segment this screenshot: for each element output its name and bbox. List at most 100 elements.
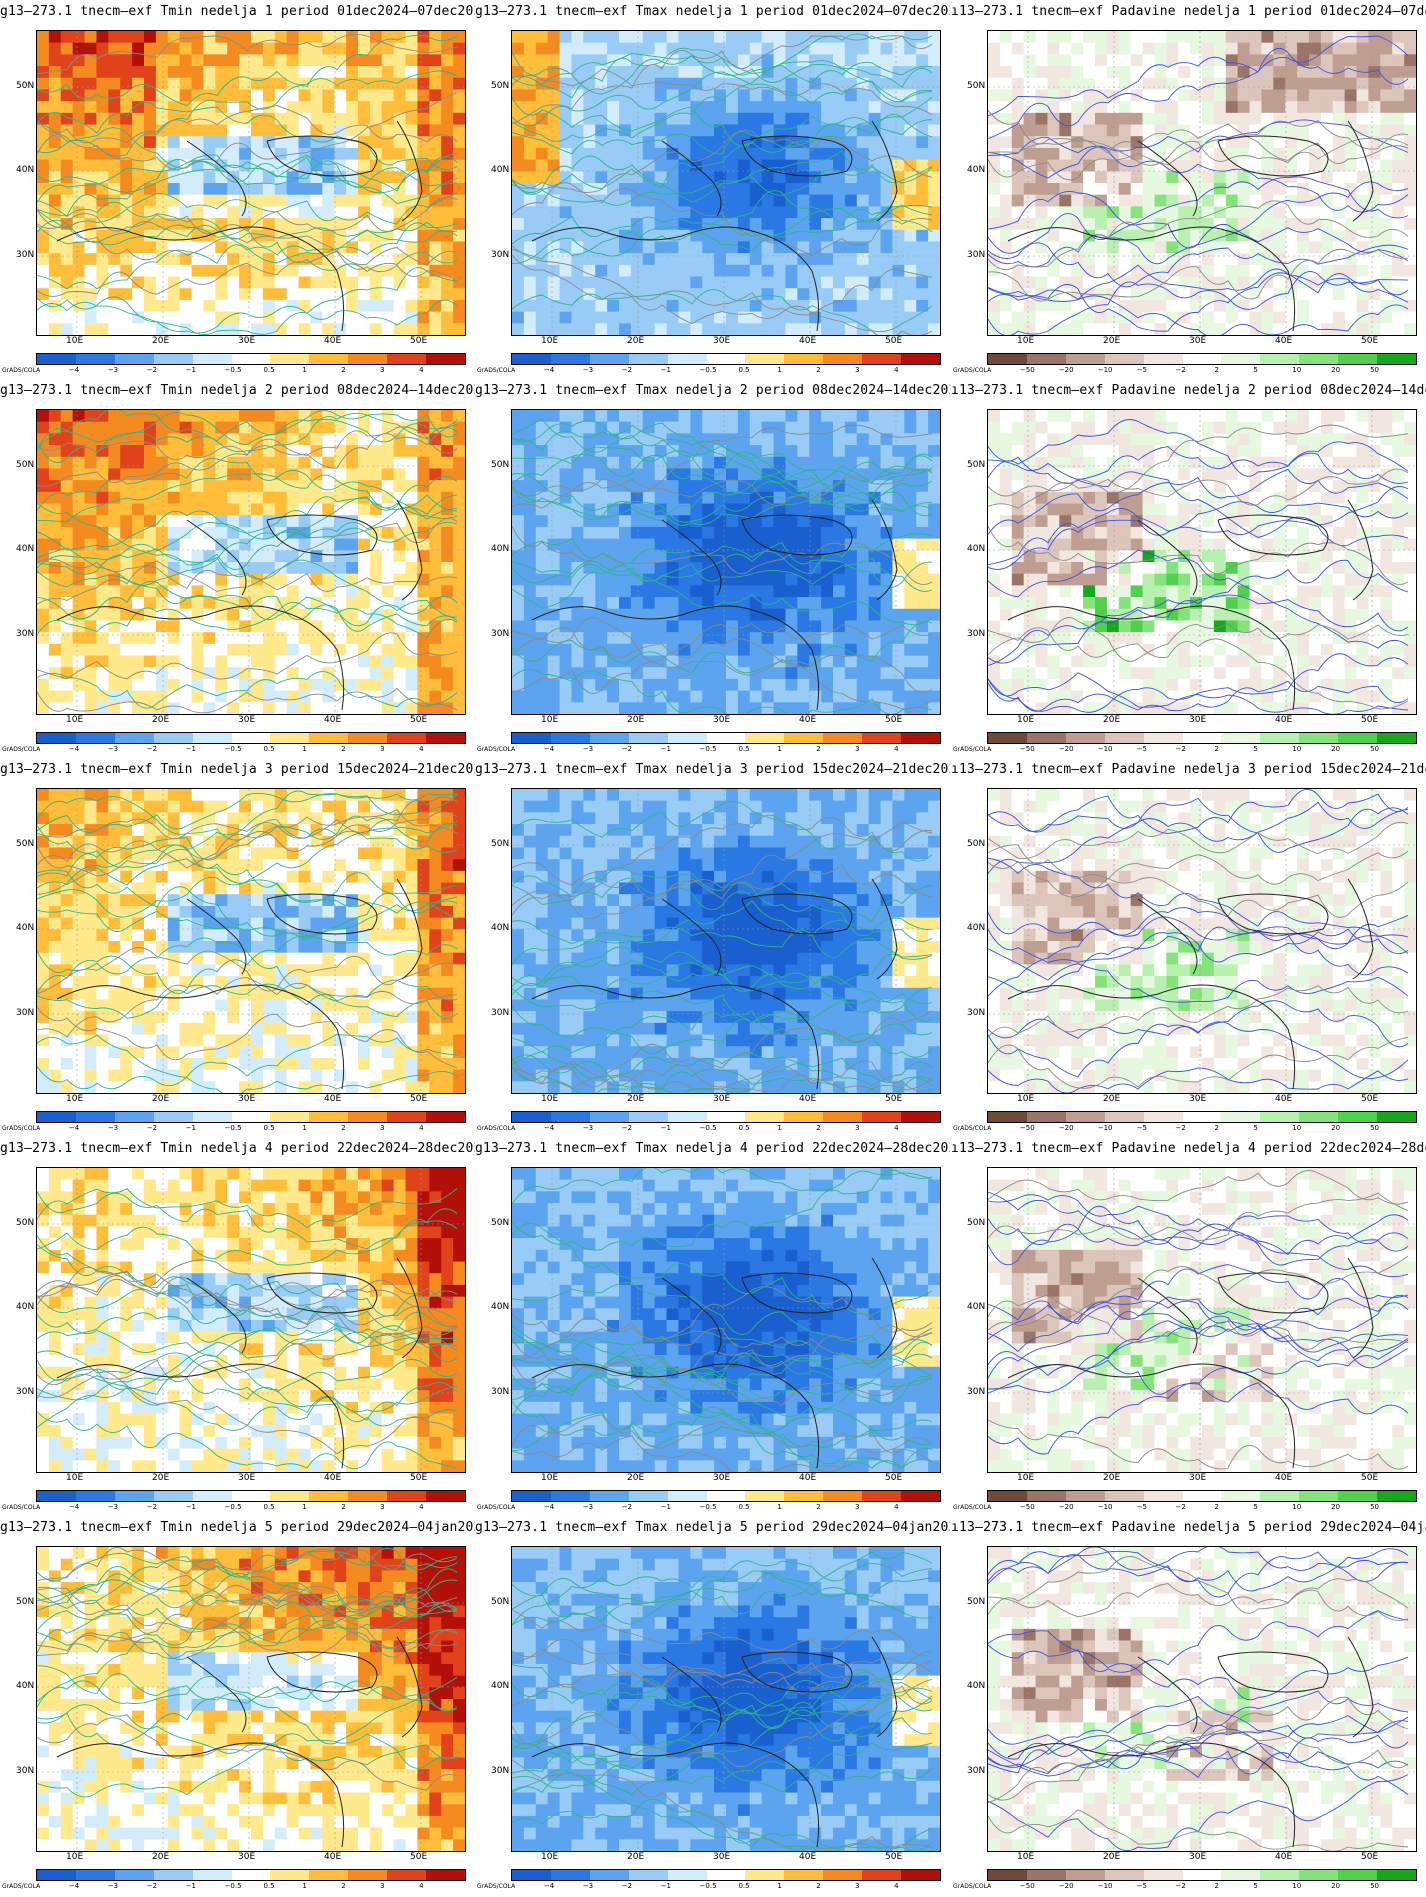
field-cell (453, 620, 465, 632)
field-cell (227, 323, 239, 335)
field-cell (774, 277, 786, 289)
field-cell (857, 433, 869, 445)
field-cell (263, 54, 275, 66)
field-cell (655, 667, 667, 679)
field-cell (1345, 265, 1357, 277)
field-cell (417, 445, 429, 457)
field-cell (322, 504, 334, 516)
field-cell (892, 691, 904, 703)
field-cell (726, 679, 738, 691)
field-cell (1238, 89, 1250, 101)
field-cell (1345, 89, 1357, 101)
field-cell (453, 89, 465, 101)
field-cell (774, 136, 786, 148)
field-cell (607, 148, 619, 160)
field-cell (1202, 218, 1214, 230)
field-cell (1238, 78, 1250, 90)
field-cell (655, 410, 667, 422)
field-cell (607, 300, 619, 312)
field-cell (809, 644, 821, 656)
field-cell (821, 43, 833, 55)
field-cell (785, 644, 797, 656)
field-cell (738, 277, 750, 289)
field-cell (1107, 171, 1119, 183)
field-cell (346, 195, 358, 207)
field-cell (73, 527, 85, 539)
field-cell (583, 433, 595, 445)
field-cell (453, 113, 465, 125)
field-cell (144, 265, 156, 277)
field-cell (785, 253, 797, 265)
field-cell (382, 148, 394, 160)
field-cell (738, 43, 750, 55)
field-cell (1357, 54, 1369, 66)
field-cell (192, 148, 204, 160)
field-cell (1250, 89, 1262, 101)
field-cell (1107, 43, 1119, 55)
field-cell (869, 101, 881, 113)
field-cell (287, 679, 299, 691)
field-cell (892, 54, 904, 66)
field-cell (453, 206, 465, 218)
field-cell (203, 66, 215, 78)
field-cell (690, 585, 702, 597)
field-cell (310, 183, 322, 195)
field-cell (714, 300, 726, 312)
field-cell (1166, 183, 1178, 195)
field-cell (85, 253, 97, 265)
field-cell (382, 323, 394, 335)
field-cell (275, 433, 287, 445)
field-cell (536, 206, 548, 218)
field-cell (1000, 323, 1012, 335)
field-cell (453, 468, 465, 480)
field-cell (96, 539, 108, 551)
field-cell (1071, 66, 1083, 78)
field-cell (358, 667, 370, 679)
field-cell (168, 410, 180, 422)
field-cell (797, 457, 809, 469)
field-cell (73, 101, 85, 113)
field-cell (1368, 253, 1380, 265)
field-cell (49, 468, 61, 480)
field-cell (275, 43, 287, 55)
field-cell (227, 43, 239, 55)
field-cell (536, 527, 548, 539)
colorbar-swatch (901, 733, 940, 743)
field-cell (928, 160, 940, 172)
field-cell (73, 504, 85, 516)
field-cell (1297, 160, 1309, 172)
field-cell (156, 43, 168, 55)
field-cell (322, 644, 334, 656)
field-cell (548, 125, 560, 137)
field-cell (168, 515, 180, 527)
field-cell (310, 691, 322, 703)
field-cell (785, 171, 797, 183)
field-cell (1273, 54, 1285, 66)
field-cell (881, 241, 893, 253)
field-cell (180, 54, 192, 66)
field-cell (821, 125, 833, 137)
field-cell (251, 597, 263, 609)
field-cell (108, 195, 120, 207)
field-cell (1036, 206, 1048, 218)
panel-title: ı13–273.1 tnecm–exf Padavine nedelja 1 p… (951, 4, 1426, 19)
field-cell (833, 277, 845, 289)
field-cell (334, 195, 346, 207)
field-cell (453, 679, 465, 691)
field-cell (132, 66, 144, 78)
field-cell (1238, 277, 1250, 289)
field-cell (785, 312, 797, 324)
field-cell (548, 679, 560, 691)
field-cell (132, 241, 144, 253)
field-cell (631, 218, 643, 230)
field-cell (322, 679, 334, 691)
field-cell (595, 585, 607, 597)
field-cell (406, 300, 418, 312)
colorbar-swatch (76, 733, 115, 743)
field-cell (73, 632, 85, 644)
field-cell (251, 515, 263, 527)
field-cell (560, 562, 572, 574)
field-cell (607, 54, 619, 66)
field-cell (61, 43, 73, 55)
field-cell (334, 644, 346, 656)
